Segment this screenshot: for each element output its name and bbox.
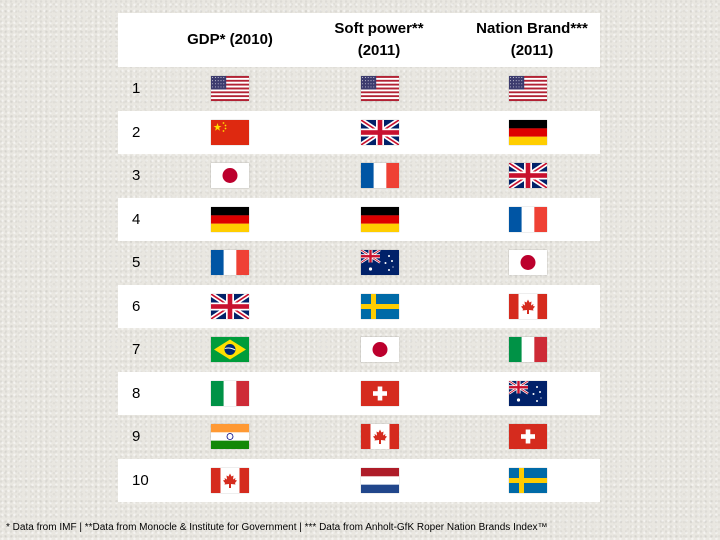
table-header: GDP* (2010) Soft power** (2011) Nation Br… [118, 13, 600, 67]
table-row: 5 [118, 241, 600, 285]
netherlands-flag-icon [361, 467, 399, 493]
france-flag-icon [509, 206, 547, 232]
usa-flag-icon [509, 76, 547, 102]
gdp-cell [192, 198, 268, 242]
sweden-flag-icon [509, 467, 547, 493]
australia-flag-icon [509, 380, 547, 406]
header-nation-brand: Nation Brand*** (2011) [464, 13, 600, 67]
header-soft-power: Soft power** (2011) [294, 13, 464, 67]
table-row: 9 [118, 415, 600, 459]
gdp-cell [192, 415, 268, 459]
canada-flag-icon [211, 467, 249, 493]
switzerland-flag-icon [509, 424, 547, 450]
soft-cell [342, 111, 418, 155]
uk-flag-icon [211, 293, 249, 319]
rank-number: 3 [132, 167, 141, 185]
header-nation-brand-line1: Nation Brand*** [476, 20, 588, 37]
japan-flag-icon [509, 250, 547, 276]
soft-cell [342, 198, 418, 242]
gdp-cell [192, 285, 268, 329]
soft-cell [342, 285, 418, 329]
brand-cell [490, 372, 566, 416]
rank-number: 8 [132, 384, 141, 402]
gdp-cell [192, 372, 268, 416]
france-flag-icon [211, 250, 249, 276]
soft-cell [342, 241, 418, 285]
soft-cell [342, 459, 418, 503]
soft-cell [342, 154, 418, 198]
gdp-cell [192, 328, 268, 372]
gdp-cell [192, 154, 268, 198]
table-row: 4 [118, 197, 600, 242]
soft-cell [342, 328, 418, 372]
rank-number: 7 [132, 341, 141, 359]
brazil-flag-icon [211, 337, 249, 363]
canada-flag-icon [361, 424, 399, 450]
header-nation-brand-line2: (2011) [510, 42, 554, 59]
rank-number: 5 [132, 254, 141, 272]
rank-number: 1 [132, 80, 141, 98]
header-soft-power-line2: (2011) [357, 42, 401, 59]
uk-flag-icon [361, 119, 399, 145]
table-body: 1 2 3 4 5 6 7 8 9 10 [118, 67, 600, 502]
rank-number: 2 [132, 123, 141, 141]
header-gdp-label: GDP* (2010) [187, 31, 273, 48]
brand-cell [490, 285, 566, 329]
table-row: 1 [118, 67, 600, 111]
rank-number: 4 [132, 210, 141, 228]
table-row: 2 [118, 110, 600, 155]
brand-cell [490, 67, 566, 111]
rank-number: 10 [132, 471, 149, 489]
brand-cell [490, 198, 566, 242]
usa-flag-icon [211, 76, 249, 102]
table-row: 10 [118, 458, 600, 503]
uk-flag-icon [509, 163, 547, 189]
header-soft-power-line1: Soft power** [334, 20, 424, 37]
france-flag-icon [361, 163, 399, 189]
india-flag-icon [211, 424, 249, 450]
switzerland-flag-icon [361, 380, 399, 406]
ranking-table: GDP* (2010) Soft power** (2011) Nation Br… [118, 13, 600, 502]
soft-cell [342, 372, 418, 416]
rank-number: 9 [132, 428, 141, 446]
gdp-cell [192, 67, 268, 111]
italy-flag-icon [509, 337, 547, 363]
footnote: * Data from IMF | **Data from Monocle & … [6, 522, 548, 533]
china-flag-icon [211, 119, 249, 145]
brand-cell [490, 241, 566, 285]
sweden-flag-icon [361, 293, 399, 319]
table-row: 8 [118, 371, 600, 416]
brand-cell [490, 154, 566, 198]
germany-flag-icon [509, 119, 547, 145]
header-gdp: GDP* (2010) [166, 13, 294, 67]
australia-flag-icon [361, 250, 399, 276]
germany-flag-icon [361, 206, 399, 232]
germany-flag-icon [211, 206, 249, 232]
table-row: 7 [118, 328, 600, 372]
canada-flag-icon [509, 293, 547, 319]
gdp-cell [192, 241, 268, 285]
brand-cell [490, 415, 566, 459]
soft-cell [342, 67, 418, 111]
japan-flag-icon [361, 337, 399, 363]
brand-cell [490, 111, 566, 155]
table-row: 3 [118, 154, 600, 198]
brand-cell [490, 328, 566, 372]
gdp-cell [192, 459, 268, 503]
italy-flag-icon [211, 380, 249, 406]
brand-cell [490, 459, 566, 503]
gdp-cell [192, 111, 268, 155]
soft-cell [342, 415, 418, 459]
japan-flag-icon [211, 163, 249, 189]
table-row: 6 [118, 284, 600, 329]
usa-flag-icon [361, 76, 399, 102]
rank-number: 6 [132, 297, 141, 315]
